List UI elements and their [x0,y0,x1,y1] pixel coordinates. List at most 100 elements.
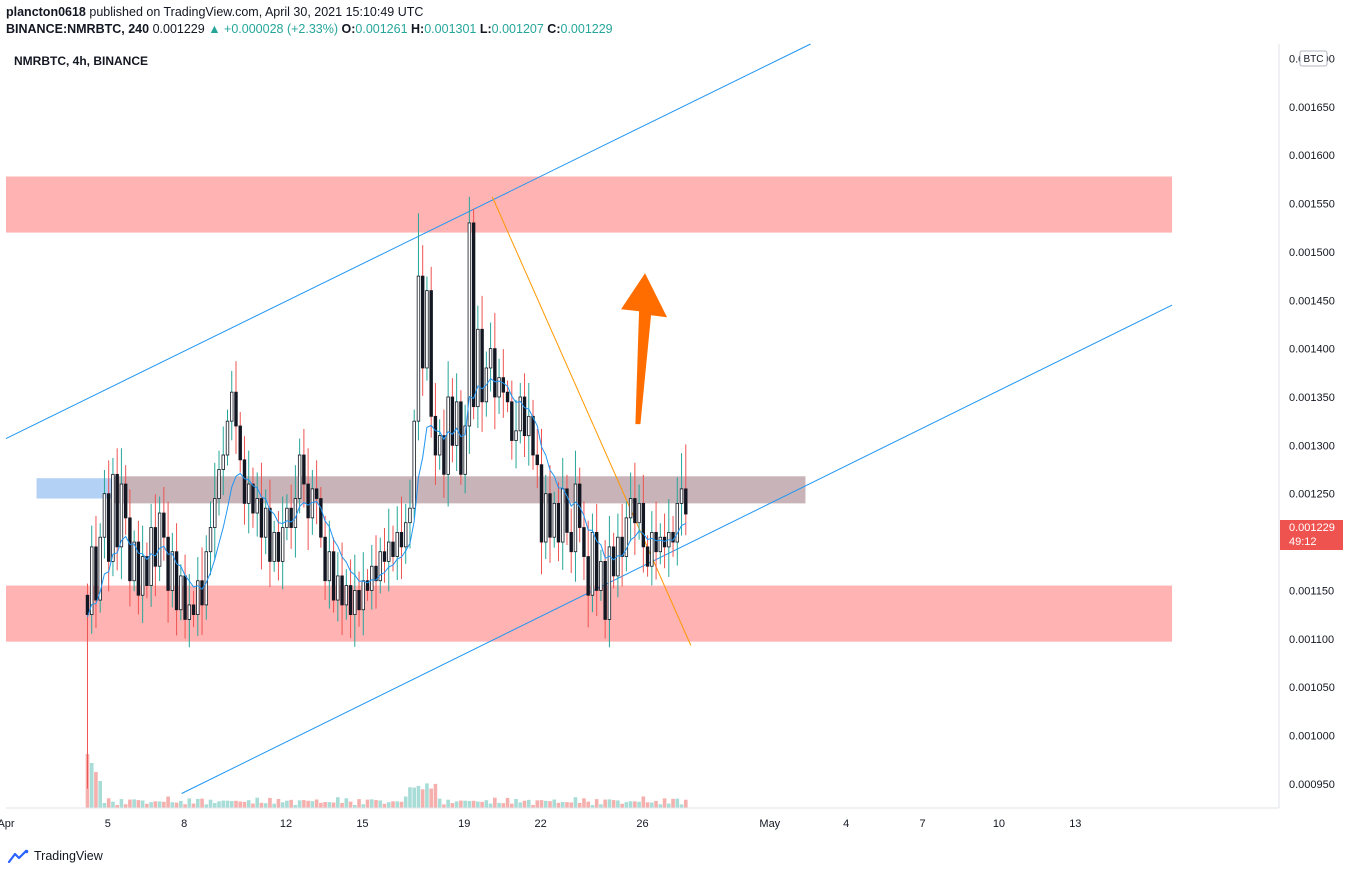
volume-bar [259,802,264,808]
time-axis[interactable]: Apr 5 8 12 15 19 22 26 May 4 7 10 13 [0,818,1081,830]
candle-body [162,512,166,538]
candle [450,378,455,463]
candle [145,542,149,599]
candle [90,525,94,634]
publish-line: plancton0618 published on TradingView.co… [6,4,1346,21]
candle [645,535,650,577]
volume-bar [336,797,340,808]
volume-bar [650,802,654,808]
published-text: published on TradingView.com, April 30, … [89,5,424,19]
candle-body [586,556,590,596]
price-axis-label: 0.001450 [1289,295,1335,307]
candle-body [599,560,603,591]
price-axis[interactable]: 0.0017000.0016500.0016000.0015500.001500… [1289,54,1335,791]
candle-body [395,531,399,557]
candle [561,457,565,570]
candle-body [671,531,675,543]
volume-bar [590,805,595,808]
volume-bar [357,799,361,808]
candle [259,462,264,570]
price-axis-label: 0.001250 [1289,489,1335,501]
volume-bar [285,800,289,808]
candle [98,523,102,613]
volume-bar [671,798,675,808]
candle-body [289,507,293,528]
tradingview-logo[interactable]: TradingView [6,846,103,866]
volume-bar [611,800,616,808]
volume-bar [467,801,472,808]
candle [611,532,616,589]
candle-body [370,565,374,591]
candle-body [344,585,349,606]
candle [408,479,412,549]
candle-body [514,430,518,441]
candle [442,409,446,498]
publisher-name[interactable]: plancton0618 [6,5,86,19]
candle [573,450,578,582]
volume-bar [408,787,412,808]
volume-bar [620,803,624,808]
currency-badge[interactable]: BTC [1299,50,1328,67]
volume-bar [518,802,523,808]
close-label: C: [547,22,561,36]
candle [378,537,382,594]
candle-body [128,517,132,582]
candle-body [153,527,158,567]
candle-body [238,425,242,461]
volume-bar [268,797,272,808]
candle-body [556,502,561,543]
candle-body [230,391,234,422]
candle [268,479,272,588]
volume-bar [238,801,243,808]
candle-body [590,531,595,596]
candle [675,477,679,566]
candle-body [357,590,361,611]
price-change: +0.000028 (+2.33%) [224,22,339,36]
candle [234,361,238,454]
price-axis-label: 0.000950 [1289,779,1335,791]
candle [493,312,497,430]
candle [213,462,217,560]
candle-body [594,531,599,591]
tradingview-brand: TradingView [34,849,103,863]
candle-body [679,488,684,504]
candle-body [539,464,544,543]
candle [420,245,425,396]
candle-body [628,498,633,519]
candle [285,494,289,541]
candle-body [319,498,323,538]
candle [628,472,633,542]
volume-bar [497,802,501,808]
volume-bar [280,802,285,808]
candle [641,474,646,573]
chart-header: plancton0618 published on TradingView.co… [6,4,1346,38]
candle-body [213,498,217,528]
volume-bar [187,798,192,808]
volume-bar [314,799,319,808]
candle-body [365,580,370,591]
candle [556,482,561,562]
candle-body [247,483,251,504]
candle-body [450,396,455,446]
volume-bar [386,802,391,808]
volume-bar [429,788,433,808]
volume-bar [637,801,641,808]
volume-bar [403,796,408,808]
candle-body [187,604,192,620]
candle [565,474,569,546]
candle [272,520,276,572]
candle-body [463,425,467,475]
candle-body [297,454,302,499]
candle [594,503,599,617]
candle [353,554,357,647]
volume-bar [577,802,582,808]
volume-bar [297,800,302,808]
candle-body [654,531,658,553]
volume-bar [412,787,417,808]
time-axis-label: 12 [280,818,292,830]
volume-bar [395,801,400,808]
price-axis-label: 0.001050 [1289,682,1335,694]
candle [569,508,573,574]
change-up-icon: ▲ [208,22,221,36]
